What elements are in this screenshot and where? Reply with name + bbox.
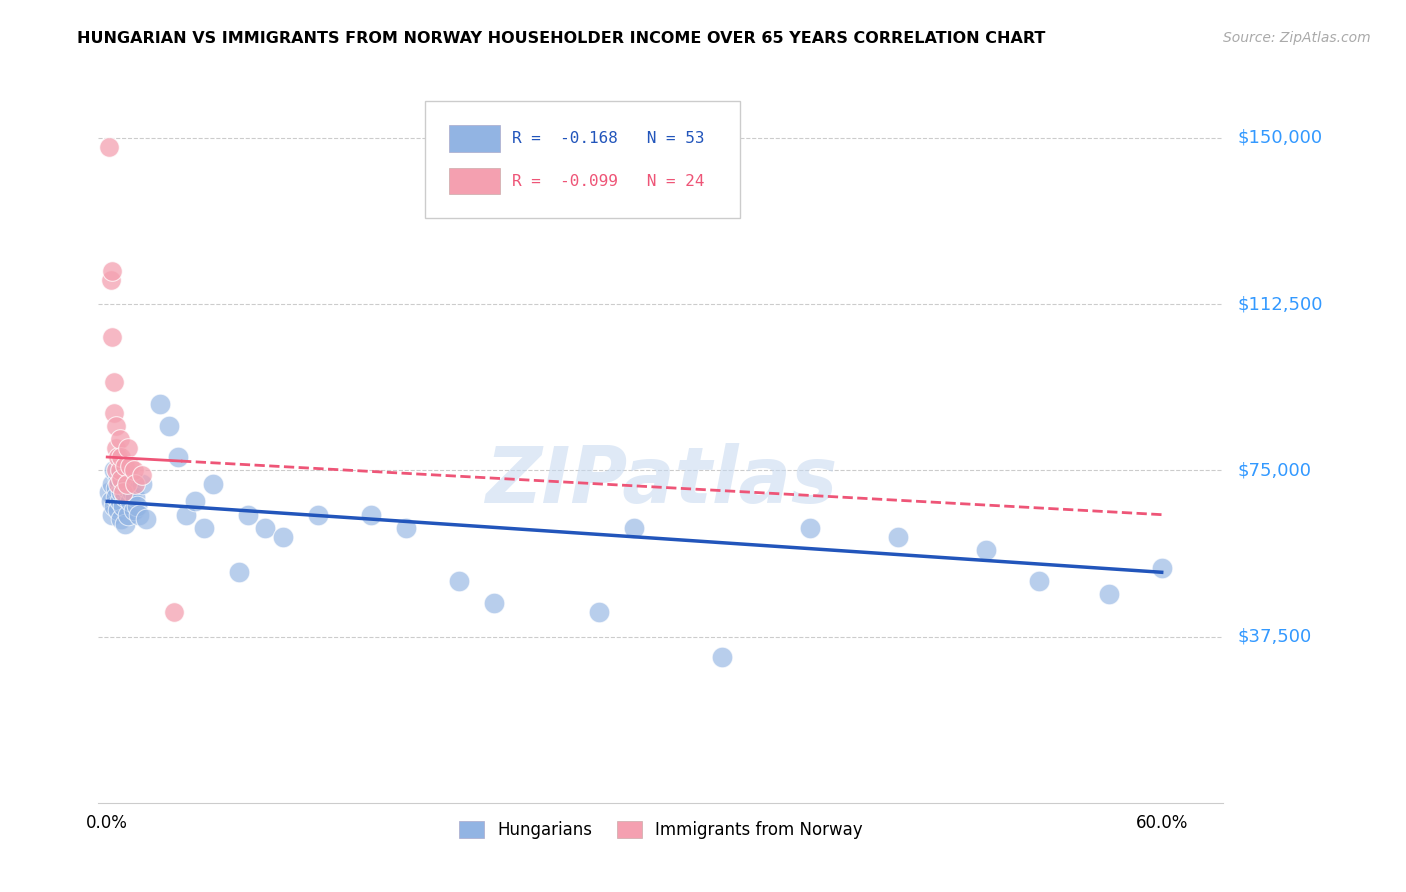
Point — [105, 441, 127, 455]
Point — [98, 485, 120, 500]
Point — [974, 543, 997, 558]
Point — [174, 508, 197, 522]
Point — [110, 472, 132, 486]
Point — [117, 441, 139, 455]
Point — [108, 432, 131, 446]
Point — [114, 458, 136, 473]
Point — [163, 605, 186, 619]
Point — [122, 463, 145, 477]
Point — [101, 476, 124, 491]
Point — [887, 530, 910, 544]
Point — [307, 508, 329, 522]
Point — [236, 508, 259, 522]
Text: R =  -0.099   N = 24: R = -0.099 N = 24 — [512, 174, 704, 188]
Point — [1150, 561, 1173, 575]
Text: Source: ZipAtlas.com: Source: ZipAtlas.com — [1223, 31, 1371, 45]
Point — [124, 490, 146, 504]
Point — [107, 503, 129, 517]
Point — [108, 463, 131, 477]
Point — [103, 375, 125, 389]
Legend: Hungarians, Immigrants from Norway: Hungarians, Immigrants from Norway — [451, 814, 870, 846]
Point — [110, 485, 132, 500]
Text: $75,000: $75,000 — [1237, 461, 1312, 479]
Point — [201, 476, 224, 491]
Text: ZIPatlas: ZIPatlas — [485, 443, 837, 519]
Point — [122, 503, 145, 517]
Point — [107, 476, 129, 491]
Point — [100, 494, 122, 508]
Point — [711, 649, 734, 664]
Point — [271, 530, 294, 544]
Point — [101, 330, 124, 344]
Point — [117, 508, 139, 522]
Point — [588, 605, 610, 619]
Point — [105, 481, 127, 495]
Point — [131, 476, 153, 491]
Point — [193, 521, 215, 535]
Point — [103, 499, 125, 513]
Point — [110, 512, 132, 526]
Point — [799, 521, 821, 535]
Point — [98, 139, 120, 153]
Point — [108, 494, 131, 508]
Point — [254, 521, 277, 535]
Point — [1028, 574, 1050, 589]
Point — [166, 450, 188, 464]
Point — [360, 508, 382, 522]
Text: HUNGARIAN VS IMMIGRANTS FROM NORWAY HOUSEHOLDER INCOME OVER 65 YEARS CORRELATION: HUNGARIAN VS IMMIGRANTS FROM NORWAY HOUS… — [77, 31, 1046, 46]
Point — [482, 596, 505, 610]
Point — [128, 508, 150, 522]
Point — [623, 521, 645, 535]
Point — [105, 419, 127, 434]
Point — [108, 467, 131, 482]
Point — [114, 490, 136, 504]
FancyBboxPatch shape — [425, 101, 740, 218]
Point — [103, 406, 125, 420]
Point — [127, 499, 149, 513]
Text: $112,500: $112,500 — [1237, 295, 1323, 313]
Point — [105, 463, 127, 477]
Point — [112, 499, 135, 513]
Point — [121, 485, 143, 500]
Text: $150,000: $150,000 — [1237, 128, 1322, 147]
Point — [101, 264, 124, 278]
FancyBboxPatch shape — [450, 168, 501, 194]
Point — [105, 490, 127, 504]
FancyBboxPatch shape — [450, 126, 501, 152]
Point — [101, 508, 124, 522]
Point — [112, 476, 135, 491]
Point — [120, 458, 141, 473]
Point — [115, 481, 138, 495]
Point — [120, 494, 141, 508]
Point — [103, 463, 125, 477]
Point — [395, 521, 418, 535]
Point — [107, 472, 129, 486]
Point — [149, 397, 172, 411]
Point — [447, 574, 470, 589]
Point — [1098, 587, 1121, 601]
Point — [135, 512, 157, 526]
Point — [115, 476, 138, 491]
Point — [100, 273, 122, 287]
Point — [114, 516, 136, 531]
Point — [112, 485, 135, 500]
Point — [131, 467, 153, 482]
Point — [110, 450, 132, 464]
Point — [124, 476, 146, 491]
Point — [157, 419, 180, 434]
Point — [184, 494, 207, 508]
Text: R =  -0.168   N = 53: R = -0.168 N = 53 — [512, 131, 704, 146]
Text: $37,500: $37,500 — [1237, 628, 1312, 646]
Point — [107, 450, 129, 464]
Point — [228, 566, 250, 580]
